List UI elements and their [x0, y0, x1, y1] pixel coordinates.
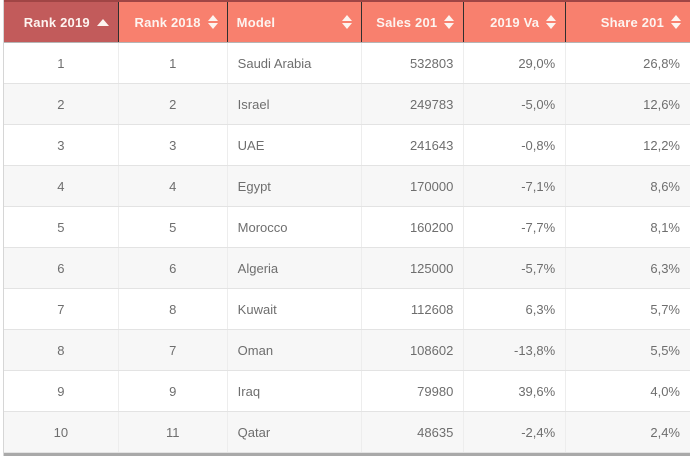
table-row: 4 4 Egypt 170000 -7,1% 8,6% — [4, 166, 690, 207]
column-header-label: Rank 2018 — [134, 14, 201, 30]
cell-model: Oman — [228, 330, 363, 370]
cell-share-2019: 12,2% — [643, 137, 680, 153]
cell-rank-2019: 5 — [4, 207, 119, 247]
cell-sales-2019: 79980 — [362, 371, 465, 411]
cell-sales-2019: 160200 — [362, 207, 465, 247]
cell-sales-2019: 108602 — [362, 330, 465, 370]
column-header-model[interactable]: Model — [228, 2, 363, 42]
cell-rank-2019: 3 — [4, 125, 119, 165]
cell-sales-2019: 241643 — [362, 125, 465, 165]
cell-model: Israel — [228, 84, 363, 124]
cell-sales-2019: 170000 — [362, 166, 465, 206]
table-row: 6 6 Algeria 125000 -5,7% 6,3% — [4, 248, 690, 289]
table-row: 10 11 Qatar 48635 -2,4% 2,4% — [4, 412, 690, 453]
sort-icon — [671, 15, 681, 29]
table-row: 7 8 Kuwait 112608 6,3% 5,7% — [4, 289, 690, 330]
cell-share-2019: 2,4% — [650, 424, 680, 440]
cell-model: Saudi Arabia — [228, 43, 363, 83]
table-body: 1 1 Saudi Arabia 532803 29,0% 26,8% 2 2 Israel 24… — [4, 43, 690, 453]
cell-rank-2018: 8 — [119, 289, 228, 329]
cell-rank-2018: 3 — [119, 125, 228, 165]
cell-var-2019: 6,3% — [464, 289, 567, 329]
cell-rank-2018: 7 — [119, 330, 228, 370]
table-row: 3 3 UAE 241643 -0,8% 12,2% — [4, 125, 690, 166]
top-accent-line — [4, 0, 690, 2]
cell-rank-2018: 6 — [119, 248, 228, 288]
sales-ranking-table: Rank 2019 Rank 2018 Model Sales 201 2019 Va S… — [3, 0, 690, 456]
cell-model: UAE — [228, 125, 363, 165]
cell-model: Kuwait — [228, 289, 363, 329]
cell-var-2019: -2,4% — [464, 412, 567, 452]
cell-var-2019: 29,0% — [464, 43, 567, 83]
column-header-label: Model — [236, 14, 276, 30]
cell-rank-2019: 10 — [4, 412, 119, 452]
table-header-row: Rank 2019 Rank 2018 Model Sales 201 2019 Va S… — [4, 2, 690, 43]
column-header-label: 2019 Va — [490, 14, 540, 30]
cell-rank-2019: 4 — [4, 166, 119, 206]
table-row: 5 5 Morocco 160200 -7,7% 8,1% — [4, 207, 690, 248]
sort-icon — [546, 15, 557, 29]
sort-icon — [444, 15, 455, 29]
cell-share-2019: 8,1% — [650, 219, 680, 235]
cell-sales-2019: 249783 — [362, 84, 465, 124]
cell-share-2019: 26,8% — [643, 55, 680, 71]
cell-rank-2019: 8 — [4, 330, 119, 370]
cell-rank-2019: 7 — [4, 289, 119, 329]
sort-icon — [207, 15, 218, 29]
cell-rank-2018: 2 — [119, 84, 228, 124]
cell-rank-2019: 9 — [4, 371, 119, 411]
column-header-sales-2019[interactable]: Sales 201 — [362, 2, 465, 42]
column-header-rank-2019[interactable]: Rank 2019 — [4, 2, 119, 42]
column-header-label: Share 201 — [600, 14, 664, 30]
cell-sales-2019: 125000 — [362, 248, 465, 288]
sort-icon — [342, 15, 353, 29]
column-header-label: Sales 201 — [376, 14, 438, 30]
table-row: 1 1 Saudi Arabia 532803 29,0% 26,8% — [4, 43, 690, 84]
cell-model: Morocco — [228, 207, 363, 247]
sort-ascending-icon — [96, 18, 109, 26]
cell-rank-2018: 5 — [119, 207, 228, 247]
cell-share-2019: 5,7% — [650, 301, 680, 317]
cell-share-2019: 6,3% — [650, 260, 680, 276]
cell-var-2019: -5,0% — [464, 84, 567, 124]
cell-share-2019: 8,6% — [650, 178, 680, 194]
column-header-var-2019[interactable]: 2019 Va — [464, 2, 567, 42]
cell-var-2019: -0,8% — [464, 125, 567, 165]
cell-model: Algeria — [228, 248, 363, 288]
cell-var-2019: -5,7% — [464, 248, 567, 288]
cell-var-2019: -7,7% — [464, 207, 567, 247]
cell-model: Iraq — [228, 371, 363, 411]
table-row: 8 7 Oman 108602 -13,8% 5,5% — [4, 330, 690, 371]
cell-sales-2019: 48635 — [362, 412, 465, 452]
column-header-rank-2018[interactable]: Rank 2018 — [119, 2, 228, 42]
cell-rank-2018: 4 — [119, 166, 228, 206]
table-row: 9 9 Iraq 79980 39,6% 4,0% — [4, 371, 690, 412]
cell-rank-2019: 1 — [4, 43, 119, 83]
table-bottom-border — [4, 453, 690, 456]
cell-rank-2019: 6 — [4, 248, 119, 288]
cell-var-2019: -7,1% — [464, 166, 567, 206]
cell-share-2019: 12,6% — [643, 96, 680, 112]
cell-rank-2018: 9 — [119, 371, 228, 411]
cell-rank-2018: 11 — [119, 412, 228, 452]
cell-share-2019: 4,0% — [650, 383, 680, 399]
column-header-label: Rank 2019 — [23, 14, 90, 30]
cell-model: Egypt — [228, 166, 363, 206]
cell-model: Qatar — [228, 412, 363, 452]
cell-rank-2018: 1 — [119, 43, 228, 83]
cell-rank-2019: 2 — [4, 84, 119, 124]
table-row: 2 2 Israel 249783 -5,0% 12,6% — [4, 84, 690, 125]
column-header-share-2019[interactable]: Share 201 — [566, 2, 690, 42]
cell-sales-2019: 532803 — [362, 43, 465, 83]
cell-var-2019: -13,8% — [464, 330, 567, 370]
cell-var-2019: 39,6% — [464, 371, 567, 411]
cell-share-2019: 5,5% — [650, 342, 680, 358]
cell-sales-2019: 112608 — [362, 289, 465, 329]
